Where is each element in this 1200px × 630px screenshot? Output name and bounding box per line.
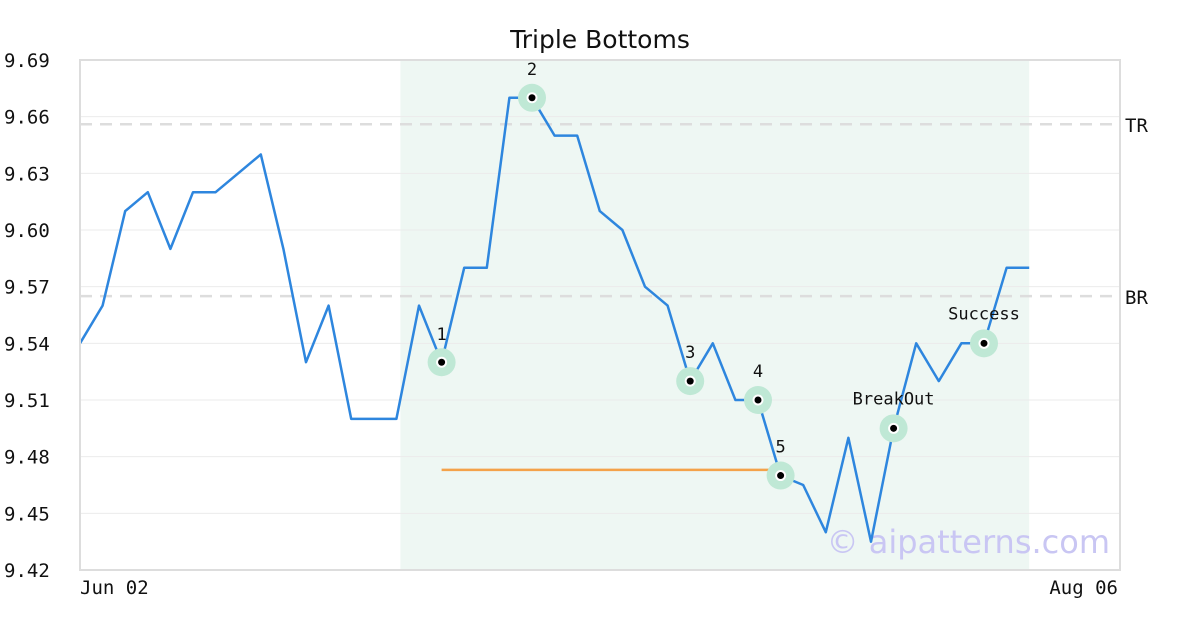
price-series — [78, 96, 1030, 543]
marker-label: Success — [948, 304, 1020, 324]
y-tick-label: 9.69 — [4, 50, 50, 72]
marker-label: BreakOut — [853, 389, 935, 409]
marker-dot — [777, 472, 785, 480]
marker-label: 1 — [436, 325, 446, 345]
y-tick-label: 9.48 — [4, 447, 50, 469]
y-tick-label: 9.57 — [4, 277, 50, 299]
y-axis-ticks: 9.69 9.66 9.63 9.60 9.57 9.54 9.51 9.48 9.45 9.42 — [4, 50, 50, 582]
y-tick-label: 9.54 — [4, 333, 50, 355]
level-label: BR — [1125, 287, 1148, 309]
level-label: TR — [1125, 115, 1148, 137]
chart-title: Triple Bottoms — [509, 25, 690, 54]
marker-dot — [890, 424, 898, 432]
marker-dot — [980, 339, 988, 347]
price-line — [78, 96, 1030, 543]
y-tick-label: 9.42 — [4, 560, 50, 582]
marker-label: 4 — [753, 362, 763, 382]
y-tick-label: 9.60 — [4, 220, 50, 242]
shaded-range — [400, 60, 1030, 570]
y-tick-label: 9.66 — [4, 107, 50, 129]
y-tick-label: 9.45 — [4, 503, 50, 525]
x-tick-label: Aug 06 — [1049, 577, 1118, 599]
x-axis-ticks: Jun 02 Aug 06 — [80, 577, 1118, 599]
x-tick-label: Jun 02 — [80, 577, 149, 599]
y-tick-label: 9.63 — [4, 163, 50, 185]
pattern-shaded-region — [400, 60, 1030, 570]
level-lines: TR BR — [80, 115, 1148, 309]
marker-label: 2 — [527, 60, 537, 80]
marker-label: 5 — [775, 438, 785, 458]
marker-dot — [686, 377, 694, 385]
y-tick-label: 9.51 — [4, 390, 50, 412]
pattern-markers: 1 2 3 4 5 BreakOut Success — [427, 60, 1020, 490]
marker-dot — [528, 94, 536, 102]
marker-dot — [754, 396, 762, 404]
marker-dot — [438, 358, 446, 366]
marker-label: 3 — [685, 343, 695, 363]
plot-frame — [79, 59, 1121, 571]
